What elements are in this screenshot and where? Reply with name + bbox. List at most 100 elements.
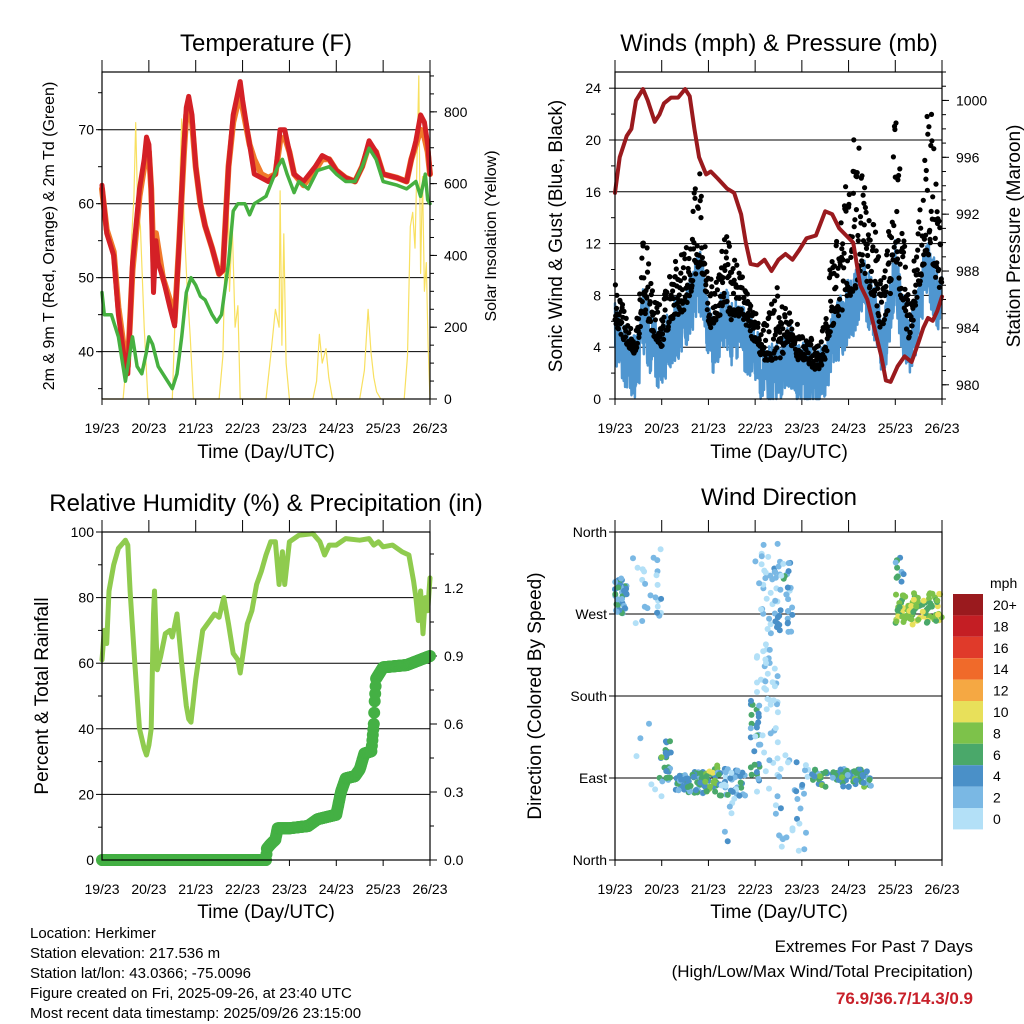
wind-direction-point [762, 768, 769, 775]
wind-direction-point [687, 788, 693, 795]
gust-point [921, 252, 927, 258]
temperature-y-label: 2m & 9m T (Red, Orange) & 2m Td (Green) [41, 82, 58, 391]
wind-direction-point [754, 679, 760, 686]
wind-direction-point [761, 749, 768, 756]
gust-point [644, 295, 650, 301]
gust-point [862, 185, 868, 191]
wind-direction-point [908, 616, 915, 623]
gust-point [681, 275, 688, 281]
gust-point [840, 241, 846, 247]
gust-point [670, 295, 676, 302]
gust-point [838, 220, 844, 226]
wind-direction-point [908, 603, 915, 609]
panel-0: 40 50 60 70 0 200 400 600 800 19/23 20/23 21/23 22/2… [78, 60, 468, 436]
wind-direction-point [778, 843, 785, 850]
gust-point [833, 243, 839, 249]
recent-timestamp-text: Most recent data timestamp: 2025/09/26 2… [30, 1005, 361, 1022]
gust-point [924, 247, 930, 253]
gust-point [681, 251, 687, 257]
gust-point [690, 278, 696, 284]
gust-point [656, 302, 663, 308]
wind-speed-line [613, 239, 944, 401]
gust-point [843, 208, 849, 214]
gust-point [901, 238, 907, 244]
gust-point [853, 285, 859, 291]
wind-direction-point [764, 670, 771, 677]
gust-point [824, 348, 830, 354]
gust-point [934, 260, 940, 266]
wind-direction-point [763, 686, 770, 693]
wind-direction-point [731, 795, 738, 802]
wind-direction-point [796, 820, 803, 827]
gust-point [862, 270, 868, 276]
legend-swatch [953, 765, 983, 787]
gust-point [635, 316, 642, 322]
gust-point [933, 274, 939, 280]
wind-direction-point [766, 785, 772, 792]
legend-label: 20+ [993, 597, 1017, 613]
gust-point [730, 290, 737, 296]
wind-direction-point [709, 769, 716, 776]
wind-direction-point [893, 618, 900, 625]
gust-point [933, 181, 939, 187]
gust-point [647, 318, 654, 324]
plot-border [101, 71, 431, 400]
wind-direction-point [755, 775, 762, 782]
wind-direction-point [776, 627, 783, 634]
wind-direction-point [659, 778, 666, 785]
x-tick-label: 23/23 [784, 420, 819, 436]
legend-swatch [953, 594, 983, 616]
wind-direction-point [753, 724, 760, 731]
gust-point [744, 291, 750, 297]
wind-direction-point [644, 605, 651, 612]
gust-point [818, 339, 824, 345]
wind-direction-point [767, 701, 774, 708]
gust-point [712, 291, 718, 297]
panel-2: 0 20 40 60 80 100 0.0 0.3 0.6 0.9 1.2 19/23 20/23 21/… [71, 520, 464, 897]
gust-point [910, 317, 916, 323]
gust-point [756, 337, 762, 343]
gust-point [827, 329, 833, 335]
y-tick-label: South [570, 688, 607, 704]
wind-direction-point [774, 793, 781, 800]
gust-point [833, 284, 839, 290]
gust-point [878, 278, 884, 284]
gust-point [760, 327, 767, 333]
gust-point [892, 126, 898, 133]
y2-tick-label: 400 [444, 247, 468, 263]
gust-point [924, 187, 931, 193]
x-tick-label: 21/23 [691, 881, 726, 897]
gust-point [758, 332, 764, 338]
gust-point [906, 334, 912, 340]
wind-direction-point [654, 603, 661, 610]
temperature-x-label: Time (Day/UTC) [197, 442, 335, 463]
gust-point [863, 209, 869, 215]
gust-point [885, 308, 891, 314]
wind-direction-point [772, 810, 779, 817]
gust-point [851, 224, 857, 230]
gust-point [855, 238, 861, 244]
wind-direction-point [675, 787, 682, 794]
speed-legend: mph 20+ 18 16 14 12 10 8 6 4 2 0 [953, 575, 1017, 830]
gust-point [839, 307, 845, 313]
gust-point [928, 111, 935, 117]
x-tick-label: 19/23 [597, 420, 632, 436]
gust-point [721, 290, 727, 296]
gust-point [704, 269, 710, 275]
gust-point [884, 248, 891, 254]
plot-border [614, 71, 943, 400]
gust-point [880, 321, 886, 327]
gust-point [861, 200, 867, 206]
wind-direction-point [777, 607, 784, 614]
gust-point [815, 343, 821, 349]
x-tick-label: 20/23 [644, 420, 679, 436]
wind-direction-point [742, 792, 749, 799]
y2-tick-label: 0.3 [444, 784, 464, 800]
gust-point [936, 284, 943, 290]
gust-point [911, 258, 917, 264]
gust-point [648, 280, 654, 287]
y-tick-label: 100 [71, 524, 95, 540]
gust-point [860, 192, 866, 198]
wind-direction-point [759, 732, 766, 739]
